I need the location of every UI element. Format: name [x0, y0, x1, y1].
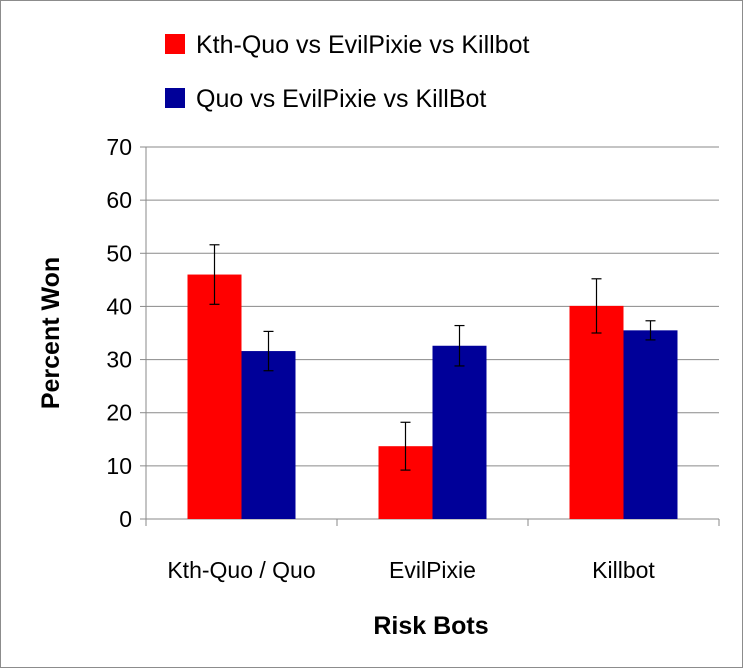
- y-tick-labels: 0 10 20 30 40 50 60 70: [106, 134, 132, 532]
- y-tick-label: 20: [106, 400, 132, 426]
- y-tick-label: 70: [106, 134, 132, 160]
- legend-label: Kth-Quo vs EvilPixie vs Killbot: [196, 31, 530, 59]
- bar: [432, 345, 487, 519]
- bar: [569, 305, 624, 519]
- y-tick-label: 0: [119, 506, 132, 532]
- y-tick-label: 60: [106, 187, 132, 213]
- y-tick-label: 10: [106, 453, 132, 479]
- legend-swatch: [165, 34, 185, 54]
- bar: [241, 351, 296, 519]
- x-category-label: Killbot: [592, 557, 655, 583]
- error-bars: [209, 244, 656, 471]
- bar: [623, 330, 678, 519]
- y-tick-label: 40: [106, 293, 132, 319]
- x-category-labels: Kth-Quo / Quo EvilPixie Killbot: [167, 557, 655, 583]
- legend-label: Quo vs EvilPixie vs KillBot: [196, 85, 486, 113]
- x-axis-title: Risk Bots: [373, 612, 488, 640]
- y-tick-label: 30: [106, 347, 132, 373]
- bars: [187, 274, 678, 519]
- x-category-label: EvilPixie: [389, 557, 476, 583]
- legend: Kth-Quo vs EvilPixie vs Killbot Quo vs Ev…: [165, 31, 530, 113]
- x-category-label: Kth-Quo / Quo: [167, 557, 315, 583]
- y-tick-label: 50: [106, 240, 132, 266]
- legend-swatch: [165, 88, 185, 108]
- bar: [187, 274, 242, 519]
- y-axis-title: Percent Won: [37, 257, 65, 409]
